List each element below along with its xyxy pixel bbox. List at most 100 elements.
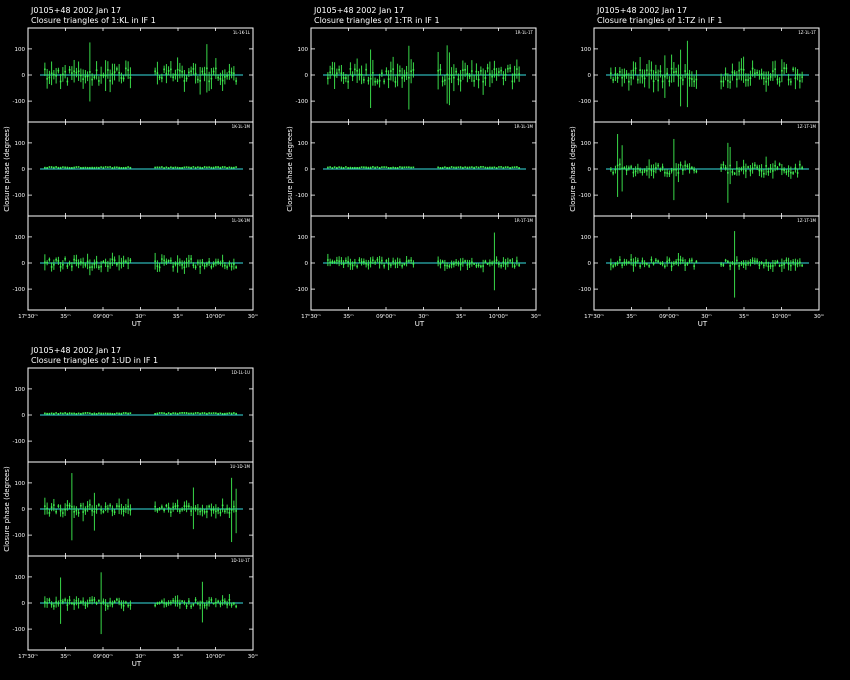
- data-point: [498, 71, 500, 73]
- data-point: [664, 171, 666, 174]
- x-tick-label: 35ᵐ: [173, 314, 184, 320]
- data-point: [437, 260, 439, 263]
- data-point: [408, 166, 410, 169]
- data-point: [98, 504, 100, 506]
- y-tick-label: 100: [298, 141, 309, 147]
- data-point: [781, 69, 783, 72]
- data-point: [688, 167, 691, 170]
- data-point: [385, 260, 388, 262]
- data-point: [399, 261, 401, 263]
- data-point: [188, 71, 190, 74]
- data-point: [129, 76, 132, 79]
- data-point: [661, 80, 664, 83]
- data-point: [84, 412, 87, 414]
- data-point: [340, 260, 343, 262]
- data-point: [167, 412, 170, 414]
- data-point: [71, 72, 73, 74]
- data-point: [82, 511, 84, 513]
- data-point: [408, 260, 410, 262]
- data-point: [100, 265, 102, 268]
- data-point: [167, 506, 170, 509]
- y-tick-label: -100: [579, 287, 592, 293]
- data-point: [643, 77, 646, 80]
- triangle-label: 1R-1T-1M: [514, 218, 533, 223]
- data-point: [57, 69, 60, 72]
- x-tick-label: 17ʰ30ᵐ: [18, 313, 38, 320]
- data-point: [80, 261, 82, 263]
- data-point: [736, 167, 738, 170]
- data-point: [122, 77, 125, 80]
- data-point: [158, 602, 161, 604]
- data-point: [450, 263, 453, 266]
- data-point: [383, 166, 385, 168]
- triangle-label: 1Z-1T-1M: [797, 218, 816, 223]
- data-point: [468, 75, 471, 77]
- data-point: [190, 258, 192, 260]
- triangle-panel: 100 0 -100 1D-1U-1T: [13, 555, 254, 651]
- data-point: [462, 261, 464, 264]
- x-tick-label: 30ᵐ: [135, 654, 146, 660]
- data-point: [73, 70, 75, 73]
- data-point: [471, 261, 473, 264]
- data-point: [50, 72, 53, 75]
- data-point: [91, 166, 93, 169]
- data-point: [73, 603, 75, 606]
- data-point: [475, 264, 478, 267]
- data-point: [792, 261, 794, 263]
- data-point: [473, 166, 475, 169]
- data-point: [412, 69, 415, 71]
- data-point: [441, 80, 444, 83]
- data-point: [504, 166, 507, 168]
- data-point: [208, 166, 210, 168]
- y-tick-label: -100: [13, 287, 26, 293]
- data-point: [86, 412, 89, 414]
- data-point: [489, 166, 491, 169]
- data-point: [165, 166, 168, 169]
- data-point: [358, 167, 361, 169]
- data-point: [82, 78, 84, 80]
- data-point: [199, 412, 201, 415]
- data-point: [233, 412, 235, 414]
- data-point: [93, 510, 96, 513]
- data-point: [125, 260, 127, 263]
- data-point: [749, 77, 752, 79]
- data-point: [612, 265, 614, 267]
- data-point: [192, 166, 195, 168]
- data-point: [219, 511, 222, 514]
- data-point: [480, 265, 482, 268]
- data-point: [760, 262, 763, 264]
- data-point: [188, 260, 190, 262]
- data-point: [693, 80, 695, 83]
- data-point: [116, 412, 118, 415]
- data-point: [410, 259, 412, 262]
- data-point: [385, 166, 388, 168]
- data-point: [342, 167, 345, 169]
- data-point: [89, 412, 91, 415]
- data-point: [439, 167, 442, 169]
- data-point: [194, 599, 197, 601]
- triangle-label: 1L-1K-1M: [232, 218, 251, 223]
- data-point: [778, 163, 781, 166]
- data-point: [450, 166, 453, 168]
- data-point: [113, 413, 116, 415]
- data-point: [125, 507, 127, 510]
- data-point: [158, 166, 161, 169]
- y-tick-label: -100: [13, 627, 26, 633]
- data-point: [794, 167, 797, 169]
- data-point: [444, 264, 446, 267]
- x-tick-label: 17ʰ30ᵐ: [18, 653, 38, 660]
- data-point: [679, 259, 682, 261]
- data-point: [172, 412, 174, 414]
- data-point: [738, 170, 740, 173]
- data-point: [392, 68, 394, 71]
- data-point: [188, 412, 190, 415]
- data-point: [372, 166, 374, 168]
- data-point: [772, 265, 774, 267]
- data-point: [401, 77, 403, 79]
- data-point: [125, 601, 127, 604]
- data-point: [120, 508, 123, 511]
- y-tick-label: 0: [305, 261, 309, 267]
- y-tick-label: 100: [581, 141, 592, 147]
- data-point: [66, 265, 69, 267]
- data-point: [462, 166, 464, 169]
